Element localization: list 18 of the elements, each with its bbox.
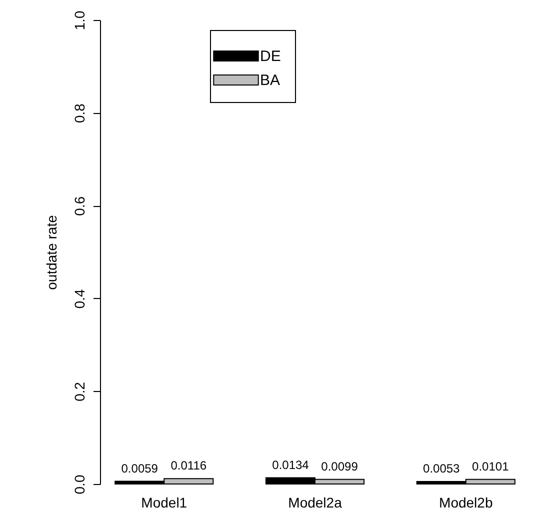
y-tick-label: 0.6: [72, 196, 88, 216]
data-label: 0.0099: [321, 459, 358, 474]
data-label: 0.0053: [423, 462, 460, 476]
x-tick-label: Model1: [141, 494, 188, 510]
legend-label: DE: [260, 48, 281, 65]
y-tick-label: 0.2: [72, 382, 88, 402]
legend-label: BA: [260, 72, 280, 89]
y-tick-label: 1.0: [72, 10, 88, 30]
data-label: 0.0101: [472, 459, 510, 474]
data-label: 0.0059: [121, 461, 158, 476]
data-label: 0.0116: [170, 458, 207, 473]
y-tick-label: 0.4: [72, 288, 88, 309]
x-tick-label: Model2b: [439, 494, 493, 510]
y-tick-label: 0.8: [72, 103, 88, 124]
y-tick-label: 0.0: [72, 474, 88, 494]
y-axis-title: outdate rate: [44, 214, 60, 290]
x-tick-label: Model2a: [288, 494, 342, 510]
data-label: 0.0134: [272, 458, 310, 472]
